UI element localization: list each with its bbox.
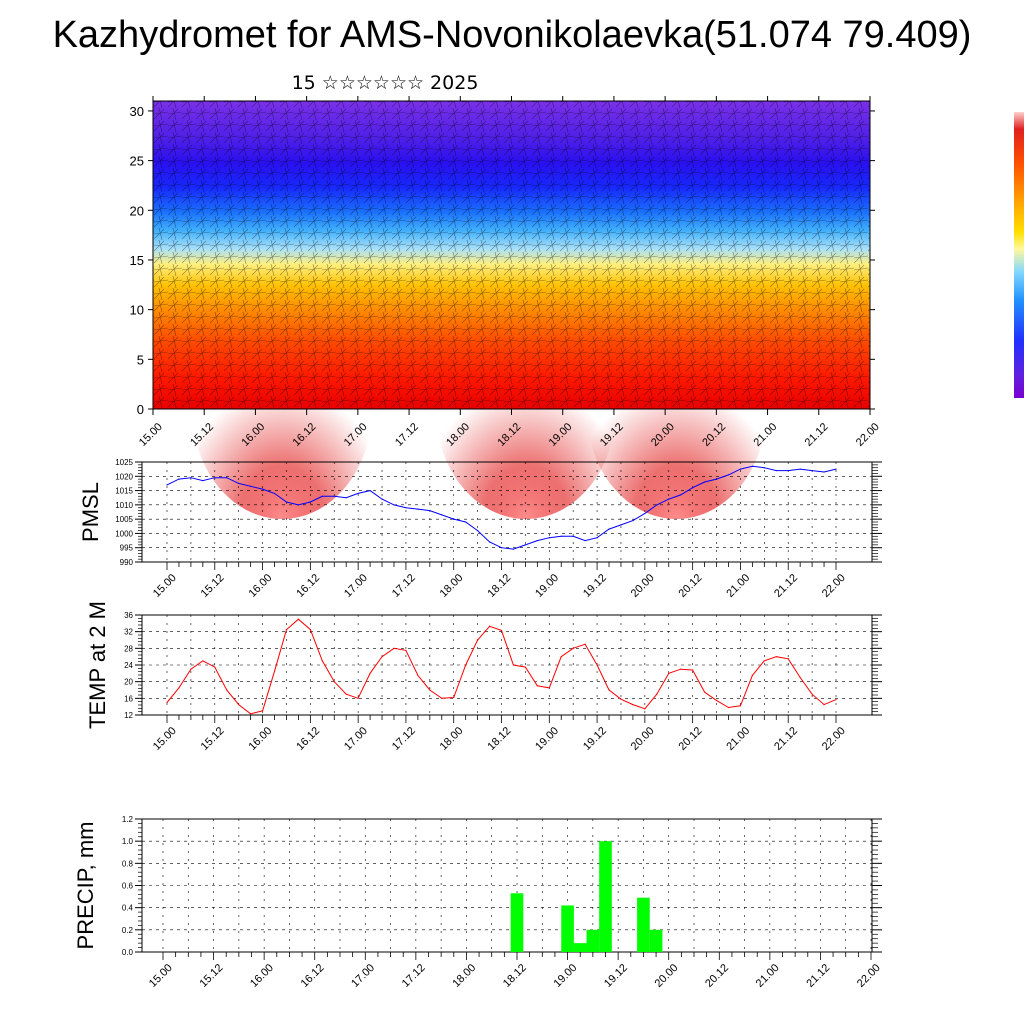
color-scale-bar [1014,112,1024,398]
y-tick-label: 15 [130,253,144,268]
y-tick-label: 25 [130,154,144,169]
x-tick-label: 15.00 [137,421,165,449]
y-tick-label: 0 [137,402,144,417]
y-tick-label: 5 [137,352,144,367]
y-tick-label: 20 [130,203,144,218]
y-tick-label: 10 [130,303,144,318]
chart-subtitle: 15 ☆☆☆☆☆☆ 2025 [291,72,479,94]
wind-vector-field [153,101,870,409]
x-tick-label: 21.12 [803,421,831,449]
y-tick-label: 30 [130,104,144,119]
x-tick-label: 17.12 [393,421,421,449]
x-tick-label: 22.00 [854,421,882,449]
chart-title: Kazhydromet for AMS-Novonikolaevka(51.07… [52,14,972,56]
